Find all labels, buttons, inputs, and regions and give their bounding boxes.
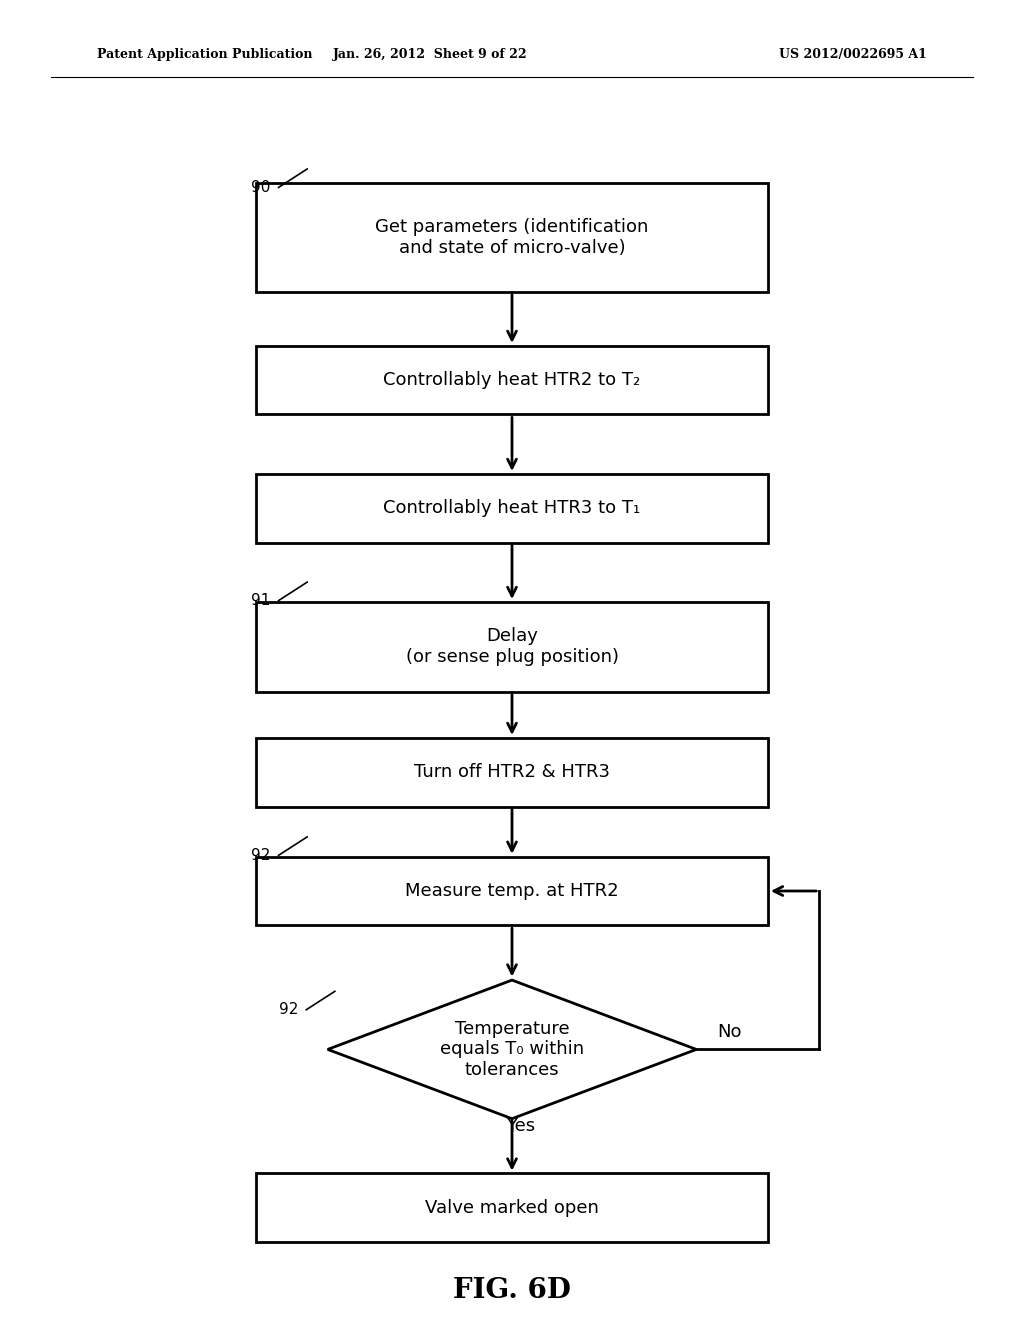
Text: Get parameters (identification
and state of micro-valve): Get parameters (identification and state… (376, 218, 648, 257)
Text: Temperature
equals T₀ within
tolerances: Temperature equals T₀ within tolerances (440, 1019, 584, 1080)
Bar (256, 183, 768, 292)
Bar (256, 346, 768, 414)
Bar (256, 1173, 768, 1242)
Text: Valve marked open: Valve marked open (425, 1199, 599, 1217)
Text: Controllably heat HTR2 to T₂: Controllably heat HTR2 to T₂ (383, 371, 641, 389)
Text: Delay
(or sense plug position): Delay (or sense plug position) (406, 627, 618, 667)
Text: No: No (717, 1023, 741, 1041)
Text: FIG. 6D: FIG. 6D (453, 1278, 571, 1304)
Text: Controllably heat HTR3 to T₁: Controllably heat HTR3 to T₁ (383, 499, 641, 517)
Text: 92: 92 (279, 1002, 298, 1018)
Bar (256, 857, 768, 925)
Bar (256, 474, 768, 543)
Text: Turn off HTR2 & HTR3: Turn off HTR2 & HTR3 (414, 763, 610, 781)
Text: Jan. 26, 2012  Sheet 9 of 22: Jan. 26, 2012 Sheet 9 of 22 (333, 48, 527, 61)
Polygon shape (328, 979, 696, 1119)
Text: Measure temp. at HTR2: Measure temp. at HTR2 (406, 882, 618, 900)
Bar (256, 738, 768, 807)
Text: Yes: Yes (506, 1117, 535, 1135)
Text: US 2012/0022695 A1: US 2012/0022695 A1 (779, 48, 927, 61)
Text: 90: 90 (251, 180, 270, 195)
Text: Patent Application Publication: Patent Application Publication (97, 48, 312, 61)
Bar (256, 602, 768, 692)
Text: 91: 91 (251, 593, 270, 609)
Text: 92: 92 (251, 847, 270, 863)
